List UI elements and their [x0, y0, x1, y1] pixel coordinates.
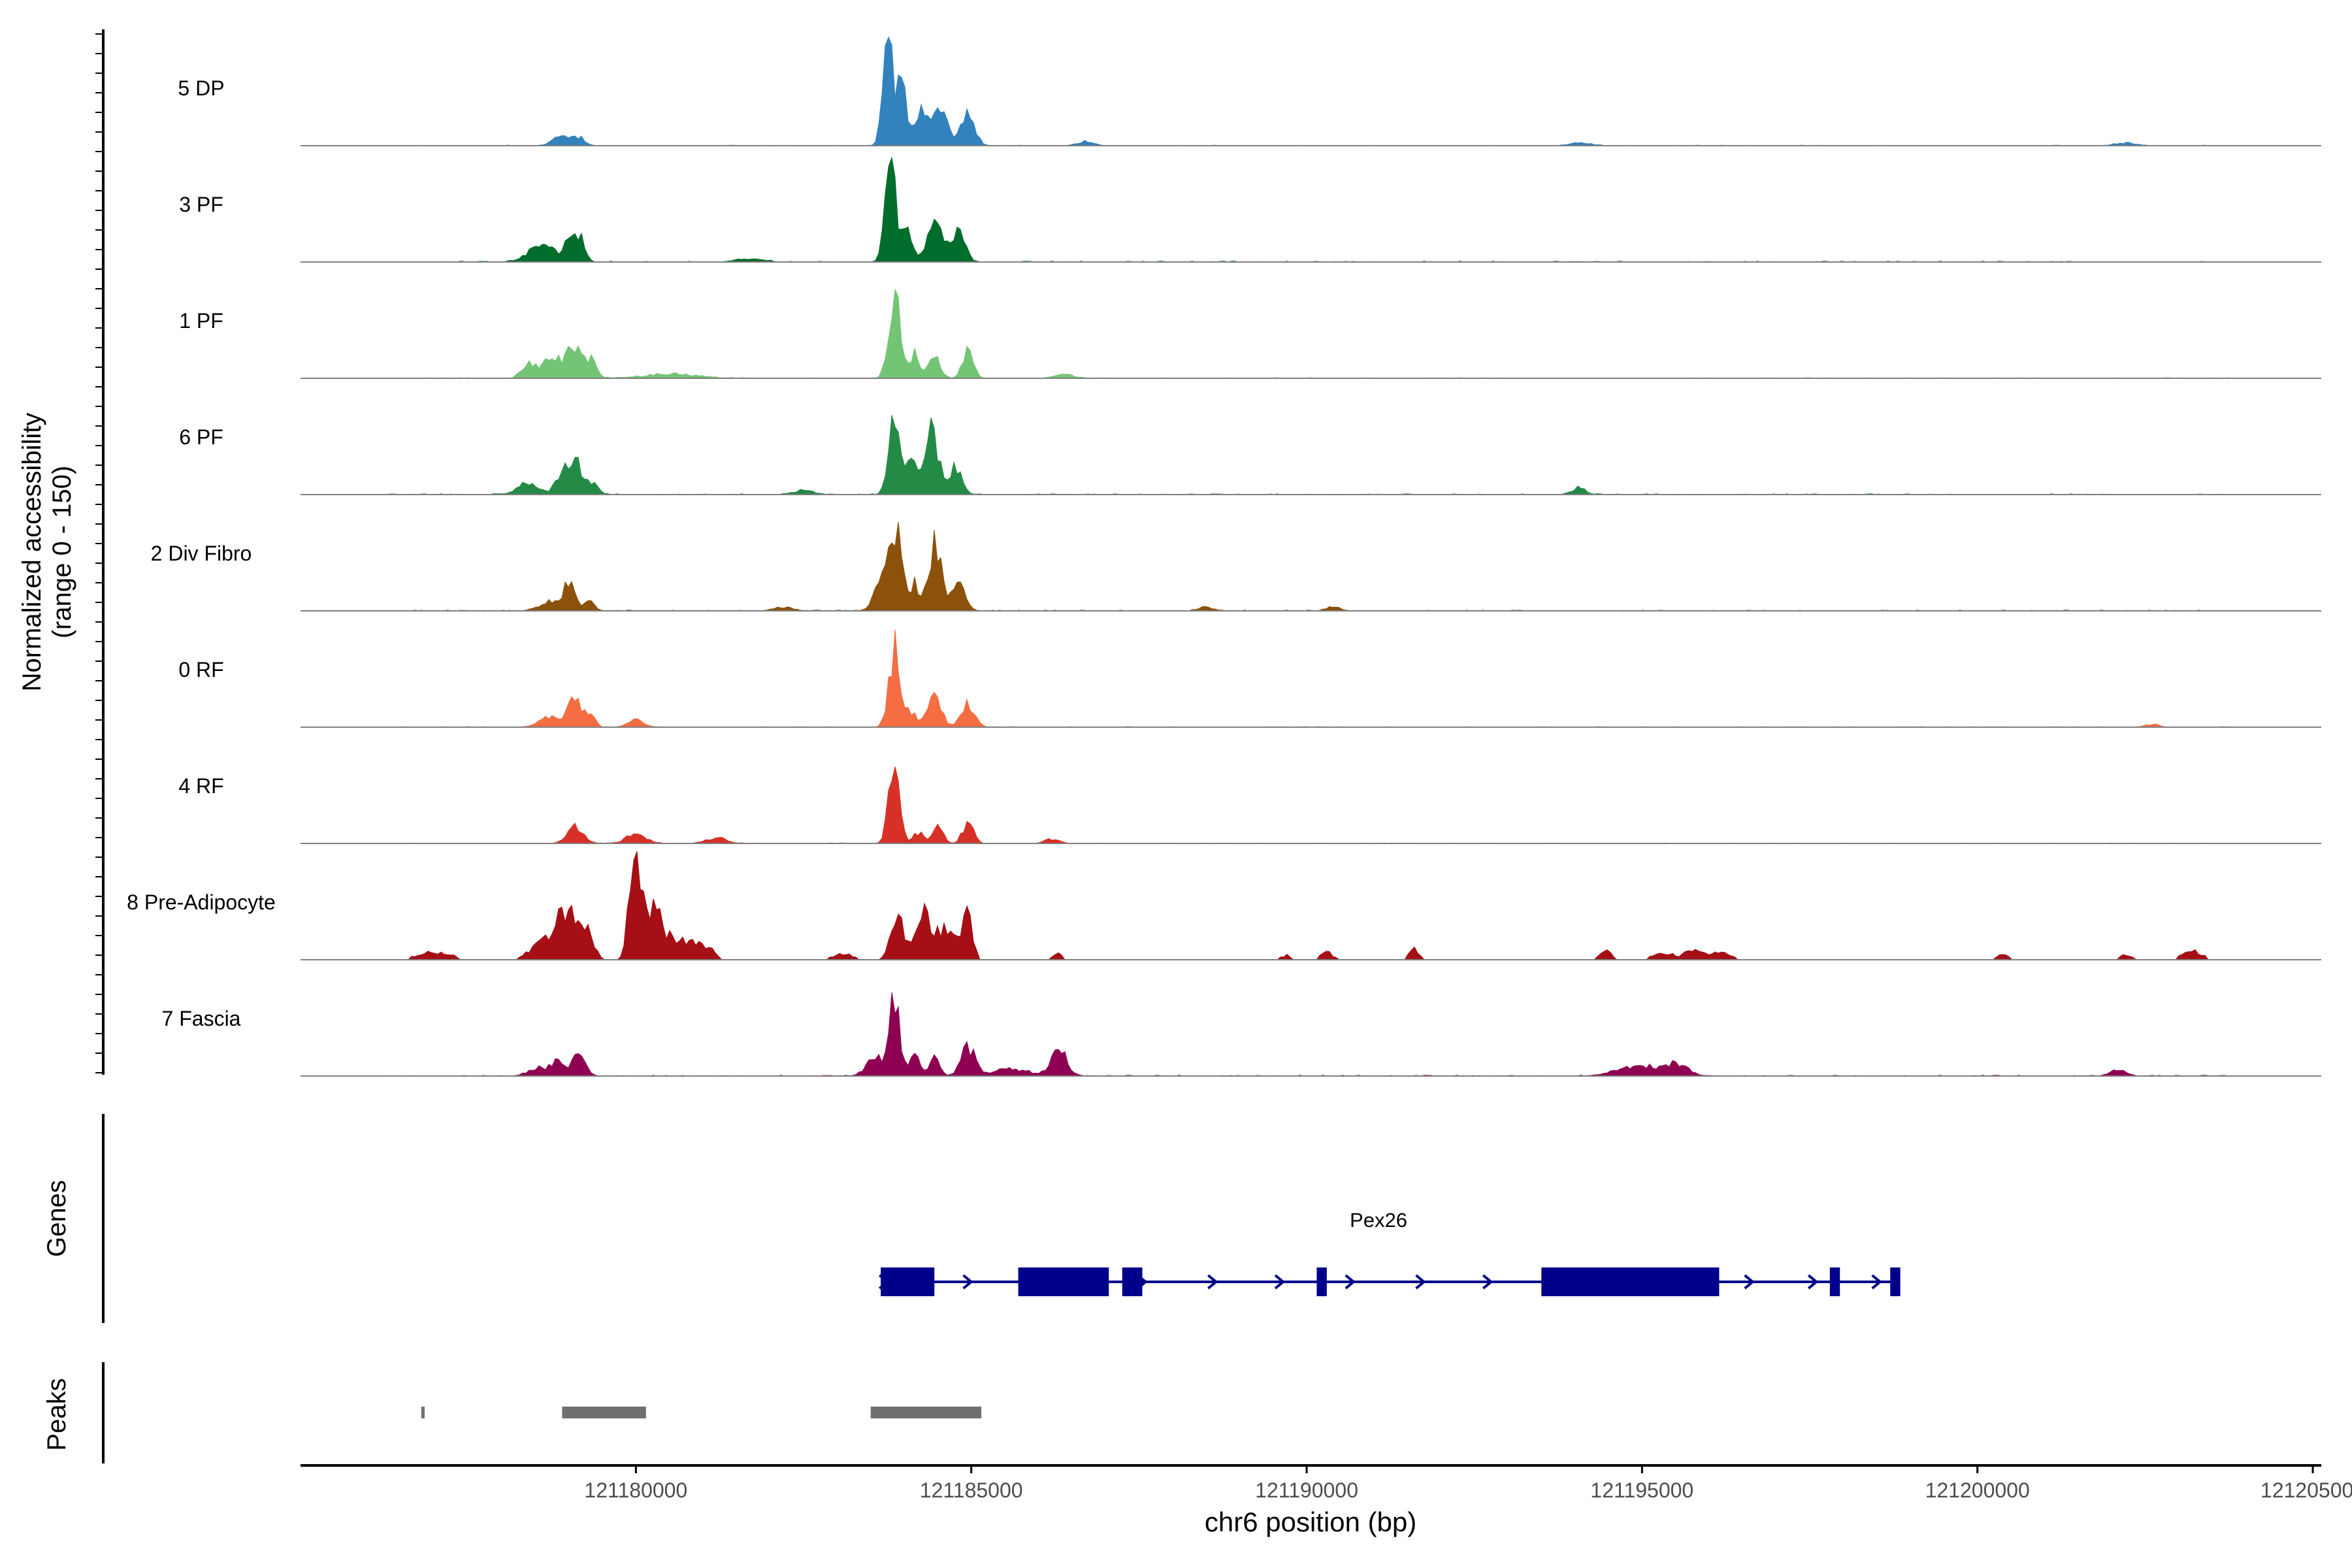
- strand-arrow: [1274, 1274, 1286, 1290]
- coverage-track: 2 Div Fibro: [151, 521, 2321, 612]
- strand-arrow: [1207, 1274, 1218, 1290]
- strand-arrow: [1345, 1274, 1356, 1290]
- peaks-track-label: Peaks: [42, 1378, 71, 1450]
- gene-exon: [1122, 1267, 1143, 1296]
- x-tick-label: 121190000: [1255, 1478, 1358, 1502]
- strand-arrow: [962, 1274, 973, 1290]
- x-tick-label: 121185000: [920, 1478, 1023, 1502]
- coverage-track: 0 RF: [178, 629, 2321, 728]
- track-label: 4 RF: [178, 774, 223, 798]
- coverage-track: 1 PF: [179, 288, 2321, 379]
- track-label: 1 PF: [179, 309, 223, 333]
- strand-arrow: [1744, 1274, 1755, 1290]
- x-tick-label: 121180000: [584, 1478, 687, 1502]
- x-tick-label: 121200000: [1925, 1478, 2030, 1502]
- strand-arrow: [1871, 1274, 1882, 1290]
- coverage-track: 6 PF: [179, 415, 2321, 495]
- peak-regions: [421, 1407, 982, 1418]
- coverage-track: 3 PF: [179, 156, 2321, 263]
- x-axis-title: chr6 position (bp): [1205, 1507, 1417, 1537]
- coverage-y-ticks: [95, 33, 103, 1073]
- gene-exon: [1829, 1267, 1840, 1296]
- x-tick-label: 121195000: [1590, 1478, 1693, 1502]
- peak-region: [870, 1407, 982, 1418]
- coverage-tracks: 5 DP 3 PF 1 PF 6 PF 2 Div Fibro 0 RF 4 RF 8 Pre…: [127, 36, 2321, 1077]
- gene-name-label: Pex26: [1350, 1209, 1407, 1232]
- gene-exon: [1890, 1267, 1901, 1296]
- strand-arrow: [878, 1274, 890, 1290]
- x-axis-ticks: 121180000 121185000 121190000 121195000 1212…: [584, 1465, 2352, 1502]
- strand-arrow: [1415, 1274, 1426, 1290]
- y-axis-label-line2: (range 0 - 150): [48, 466, 76, 639]
- coverage-track: 4 RF: [178, 766, 2321, 844]
- track-label: 8 Pre-Adipocyte: [127, 890, 276, 914]
- track-label: 5 DP: [178, 76, 224, 100]
- peak-region: [562, 1407, 646, 1418]
- track-label: 3 PF: [179, 193, 223, 216]
- coverage-track: 8 Pre-Adipocyte: [127, 851, 2321, 960]
- gene-exon: [1541, 1267, 1720, 1296]
- coverage-track: 7 Fascia: [162, 992, 2321, 1077]
- track-label: 7 Fascia: [162, 1007, 241, 1030]
- genes-track-label: Genes: [42, 1180, 71, 1257]
- gene-exon: [1018, 1267, 1109, 1296]
- strand-arrow: [1482, 1274, 1494, 1290]
- coverage-track: 5 DP: [178, 36, 2321, 146]
- strand-arrow: [1049, 1274, 1061, 1290]
- gene-exon: [1316, 1267, 1327, 1296]
- gene-model-pex26: [878, 1267, 1901, 1296]
- gene-exon: [881, 1267, 935, 1296]
- strand-arrow: [1807, 1274, 1819, 1290]
- peak-region: [421, 1407, 425, 1418]
- track-label: 2 Div Fibro: [151, 542, 252, 565]
- strand-arrow: [1137, 1274, 1148, 1290]
- x-tick-label: 121205000: [2261, 1478, 2352, 1502]
- track-label: 6 PF: [179, 425, 223, 449]
- track-label: 0 RF: [178, 658, 223, 681]
- y-axis-label-line1: Normalized accessibility: [18, 413, 46, 692]
